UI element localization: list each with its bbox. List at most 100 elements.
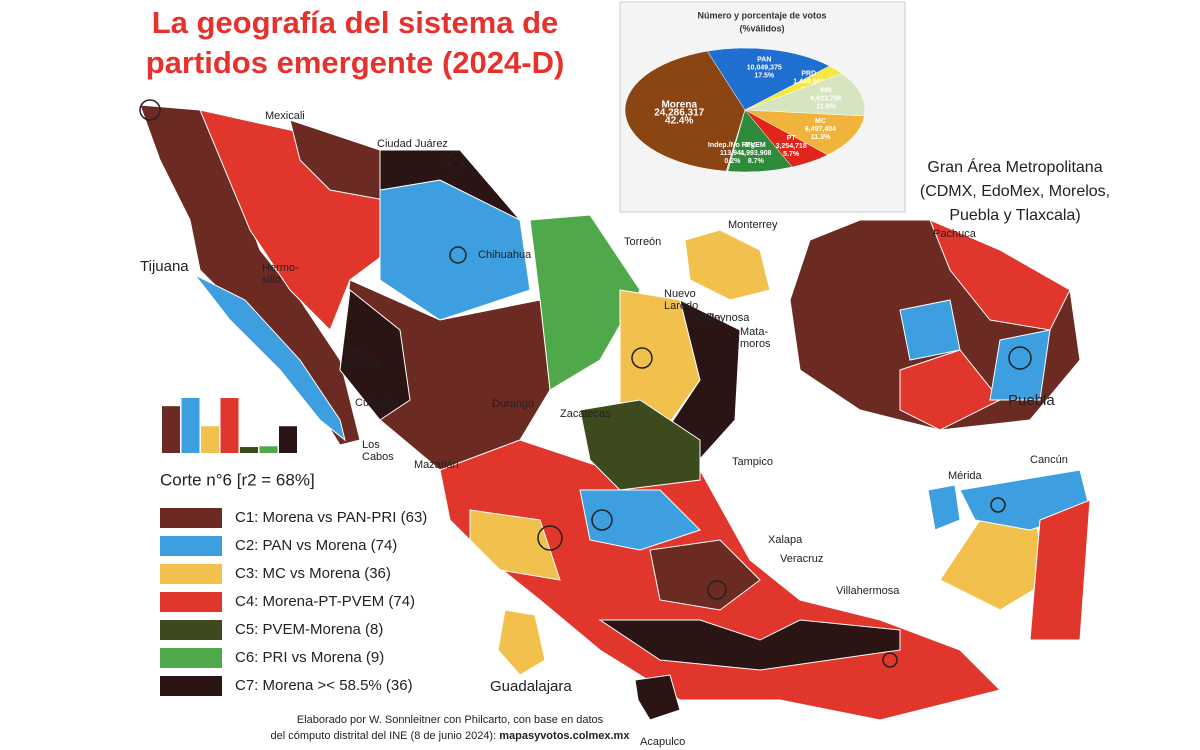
place-label: Cabos — [362, 451, 394, 463]
place-label: Cancún — [1030, 454, 1068, 466]
legend: C1: Morena vs PAN-PRI (63) C2: PAN vs Mor… — [160, 508, 427, 696]
title: La geografía del sistema de — [152, 5, 559, 40]
acapulco-inset — [634, 674, 681, 721]
cluster-bar — [181, 398, 200, 453]
metro-blue — [899, 299, 961, 361]
metro-blue2 — [989, 329, 1051, 401]
city-circle — [631, 347, 653, 369]
place-label: Puebla — [1008, 392, 1055, 409]
yucatan-red — [1029, 499, 1091, 641]
slice-name: PAN — [757, 57, 771, 64]
legend-label: C2: PAN vs Morena (74) — [235, 537, 397, 554]
place-label: Mochis — [345, 358, 380, 370]
place-label: Hermo- — [262, 262, 299, 274]
pie-slice — [706, 47, 831, 111]
slice-share: 11.3% — [811, 134, 831, 141]
cluster-bar — [240, 447, 258, 453]
pie-slice — [725, 109, 746, 172]
place-label: Xalapa — [768, 534, 803, 546]
place-label: Nuevo — [664, 288, 696, 300]
merida-inset — [927, 484, 961, 531]
cluster-bars: Corte n°6 [r2 = 68%] — [160, 398, 315, 489]
place-label: Durango — [492, 398, 534, 410]
place-label: Mérida — [948, 470, 983, 482]
credit: del cómputo distrital del INE (8 de juni… — [271, 730, 631, 742]
place-label: Chihuahua — [478, 249, 532, 261]
place-label: Mexicali — [265, 110, 305, 122]
place-label: Mata- — [740, 326, 768, 338]
map — [139, 104, 1091, 721]
legend-swatch — [160, 620, 222, 640]
pie-slice — [744, 73, 866, 117]
slice-votes: 10,049,375 — [747, 65, 782, 72]
jalisco — [469, 509, 561, 581]
city-circle — [990, 497, 1006, 513]
legend-label: C1: Morena vs PAN-PRI (63) — [235, 509, 427, 526]
slice-votes: 1,449,660 — [793, 79, 824, 86]
place-label: sillo — [262, 274, 281, 286]
monterrey-inset — [684, 229, 771, 301]
titles: La geografía del sistema de partidos emer… — [146, 5, 1110, 224]
legend-label: C7: Morena >< 58.5% (36) — [235, 677, 413, 694]
city-circle — [1008, 346, 1032, 370]
slice-votes: 3,254,718 — [776, 143, 807, 150]
metro-title: Puebla y Tlaxcala) — [949, 207, 1080, 224]
place-label: Culiacán — [355, 397, 398, 409]
credit-text: del cómputo distrital del INE (8 de juni… — [271, 730, 500, 742]
coast — [598, 619, 901, 671]
place-label: Villahermosa — [836, 585, 900, 597]
slice-share: 0.2% — [724, 158, 741, 165]
pie-title: (%válidos) — [739, 23, 784, 33]
place-label: Torreón — [624, 236, 661, 248]
baja-sur — [194, 274, 346, 442]
cluster-bar — [201, 426, 219, 453]
pie: Número y porcentaje de votos (%válidos) Mo… — [624, 10, 866, 173]
cluster-bar — [162, 406, 180, 453]
slice-share: 42.4% — [665, 115, 693, 126]
place-label: Guadalajara — [490, 678, 572, 695]
legend-swatch — [160, 592, 222, 612]
sonora-n — [289, 119, 386, 201]
city-circle — [707, 580, 727, 600]
cluster-bar — [220, 398, 239, 453]
center — [649, 539, 761, 611]
city-circle — [591, 509, 613, 531]
legend-label: C6: PRI vs Morena (9) — [235, 649, 384, 666]
metro-title: (CDMX, EdoMex, Morelos, — [920, 183, 1110, 200]
slice-votes: 6,623,796 — [810, 95, 841, 102]
slice-name: PVEM — [746, 142, 766, 149]
guadalajara-inset — [497, 609, 546, 676]
legend-label: C3: MC vs Morena (36) — [235, 565, 391, 582]
slice-share: 8.7% — [748, 158, 765, 165]
place-label: Los — [362, 439, 380, 451]
legend-swatch — [160, 536, 222, 556]
pie-slice — [744, 109, 865, 156]
pie-slice — [624, 50, 746, 172]
legend-swatch — [160, 564, 222, 584]
place-label: Monterrey — [728, 219, 778, 231]
legend-label: C4: Morena-PT-PVEM (74) — [235, 593, 415, 610]
cluster-bar — [279, 426, 297, 453]
metro-red2 — [899, 349, 1001, 431]
cut-label: Corte n°6 [r2 = 68%] — [160, 470, 315, 489]
slice-name: PRI — [820, 87, 832, 94]
place-label: Zacatecas — [560, 408, 611, 420]
sinaloa — [339, 289, 411, 421]
zacatecas — [579, 399, 701, 491]
place-label: Mazatlán — [414, 459, 459, 471]
slice-votes: 4,993,908 — [740, 150, 771, 157]
place-label: Ciudad Juárez — [377, 138, 448, 150]
slice-name: PT — [787, 135, 797, 142]
slice-name: Indep./No Reg. — [708, 142, 757, 149]
bajio — [579, 489, 701, 551]
slice-votes: 113,941 — [720, 150, 745, 157]
legend-label: C5: PVEM-Morena (8) — [235, 621, 383, 638]
metro-title: Gran Área Metropolitana — [927, 157, 1102, 176]
place-label: Saltillo — [688, 312, 720, 324]
city-circle — [537, 525, 563, 551]
city-circle — [882, 652, 898, 668]
place-label: Veracruz — [780, 553, 823, 565]
legend-swatch — [160, 648, 222, 668]
title: partidos emergente (2024-D) — [146, 45, 565, 80]
